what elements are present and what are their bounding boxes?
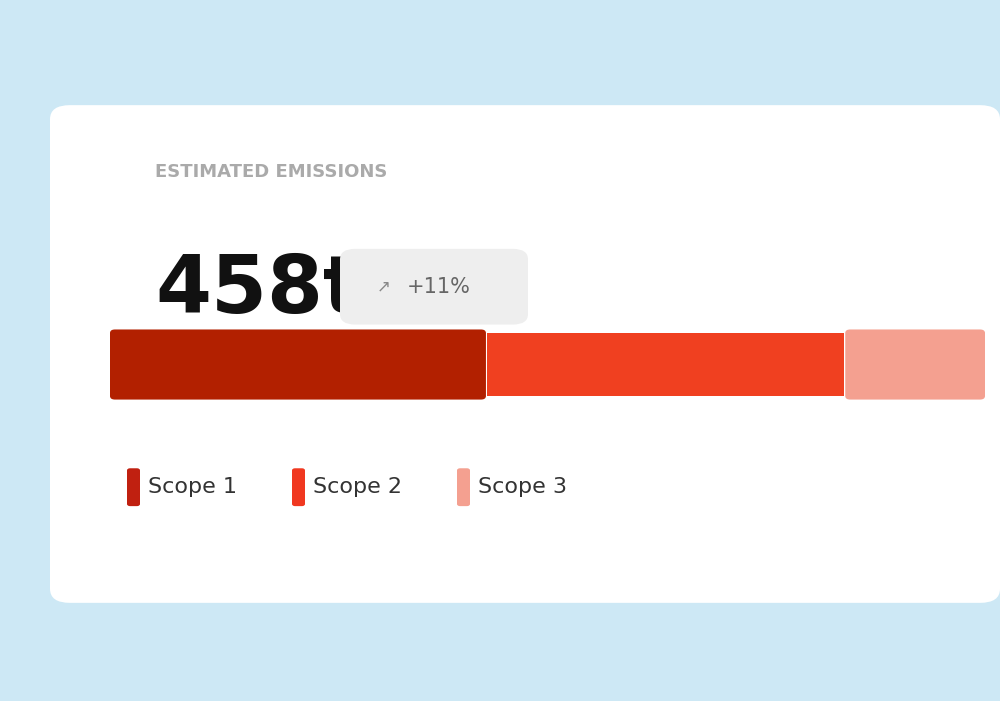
FancyBboxPatch shape (457, 468, 470, 506)
Text: ↗: ↗ (377, 278, 391, 296)
FancyBboxPatch shape (845, 329, 985, 400)
FancyBboxPatch shape (340, 249, 528, 325)
FancyBboxPatch shape (110, 329, 486, 400)
Text: Scope 1: Scope 1 (148, 477, 237, 497)
FancyBboxPatch shape (127, 468, 140, 506)
FancyBboxPatch shape (292, 468, 305, 506)
Text: Scope 2: Scope 2 (313, 477, 402, 497)
Text: Scope 3: Scope 3 (478, 477, 567, 497)
Text: 458t: 458t (155, 252, 362, 330)
Text: ESTIMATED EMISSIONS: ESTIMATED EMISSIONS (155, 163, 387, 181)
Text: +11%: +11% (407, 277, 471, 297)
FancyBboxPatch shape (50, 105, 1000, 603)
FancyBboxPatch shape (487, 333, 844, 396)
